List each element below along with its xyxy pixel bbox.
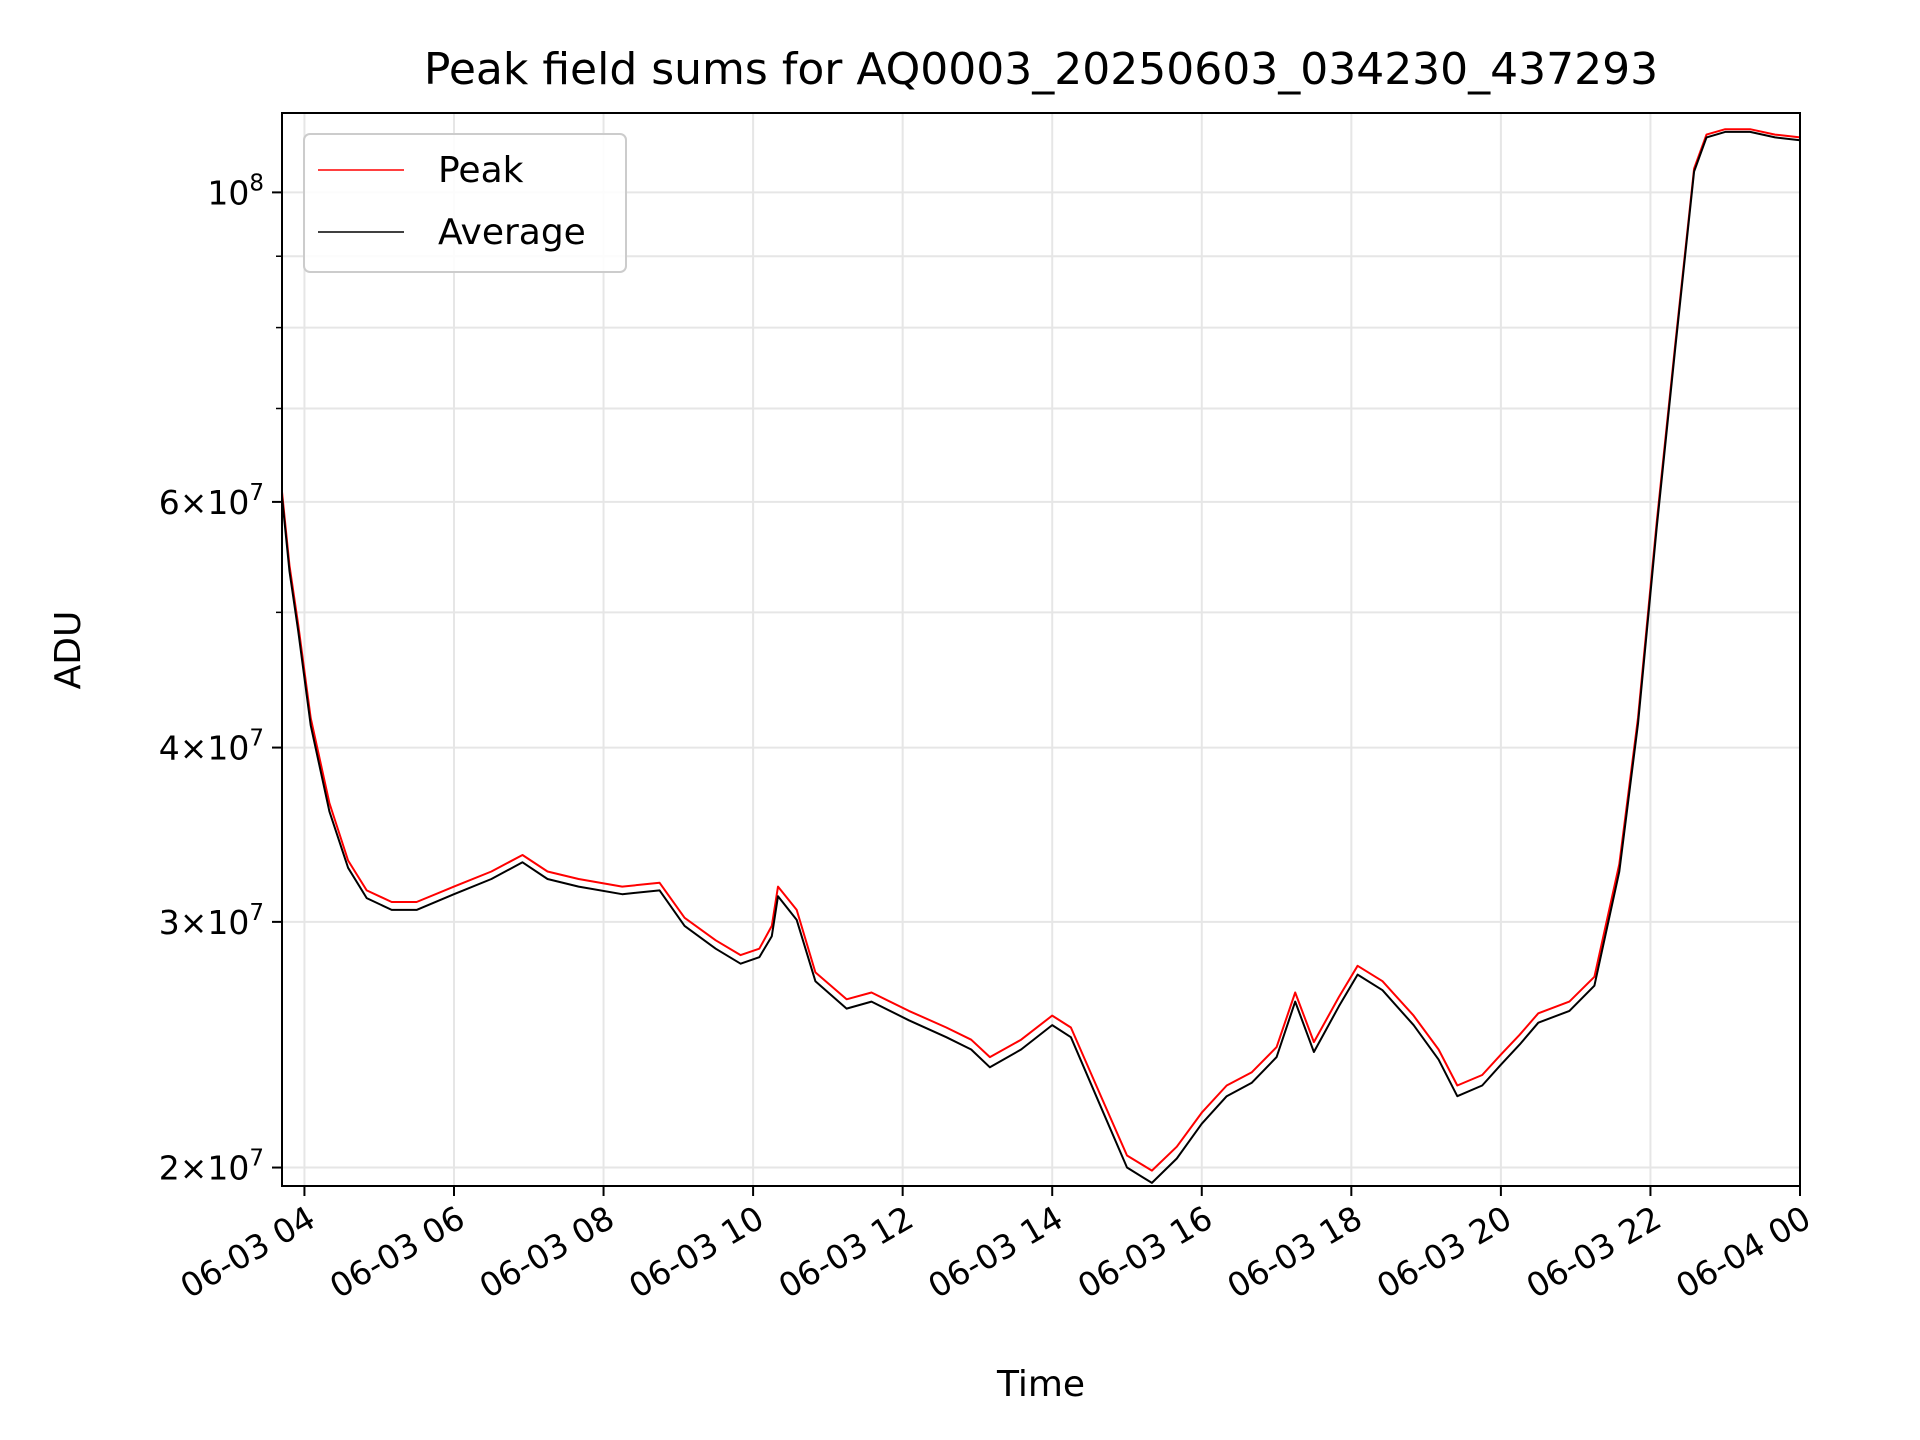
legend-label-peak: Peak bbox=[438, 150, 524, 191]
y-tick-base: 10 bbox=[207, 729, 249, 768]
y-tick-exponent: 7 bbox=[249, 900, 264, 926]
y-tick-mantissa: 3 bbox=[159, 903, 180, 942]
y-tick-times: × bbox=[180, 483, 208, 522]
y-tick-exponent: 7 bbox=[249, 480, 264, 506]
legend-box bbox=[303, 133, 627, 273]
y-tick-label: 2×107 bbox=[159, 1146, 264, 1188]
y-tick-label: 6×107 bbox=[159, 480, 264, 522]
y-tick-label: 108 bbox=[207, 170, 264, 212]
legend-label-average: Average bbox=[438, 212, 586, 253]
y-axis-label: ADU bbox=[48, 611, 89, 690]
plot-lines bbox=[281, 128, 1801, 1184]
y-tick-mantissa: 2 bbox=[159, 1149, 180, 1188]
plot-frame bbox=[281, 112, 1801, 1187]
y-tick-times: × bbox=[180, 729, 208, 768]
y-tick-base: 10 bbox=[207, 173, 249, 212]
y-tick-base: 10 bbox=[207, 1149, 249, 1188]
y-tick-label: 3×107 bbox=[159, 900, 264, 942]
y-tick-mantissa: 4 bbox=[159, 729, 180, 768]
y-tick-base: 10 bbox=[207, 483, 249, 522]
y-tick-exponent: 7 bbox=[249, 726, 264, 752]
y-tick-times: × bbox=[180, 1149, 208, 1188]
y-tick-label: 4×107 bbox=[159, 726, 264, 768]
y-tick-exponent: 7 bbox=[249, 1146, 264, 1172]
legend: Peak Average bbox=[303, 133, 627, 273]
series-line-average bbox=[281, 130, 1801, 1184]
y-tick-exponent: 8 bbox=[249, 170, 264, 196]
x-axis-label: Time bbox=[996, 1364, 1085, 1405]
chart-title: Peak field sums for AQ0003_20250603_0342… bbox=[424, 44, 1658, 95]
y-tick-mantissa: 6 bbox=[159, 483, 180, 522]
y-tick-times: × bbox=[180, 903, 208, 942]
y-tick-base: 10 bbox=[207, 903, 249, 942]
series-line-peak bbox=[281, 128, 1801, 1172]
